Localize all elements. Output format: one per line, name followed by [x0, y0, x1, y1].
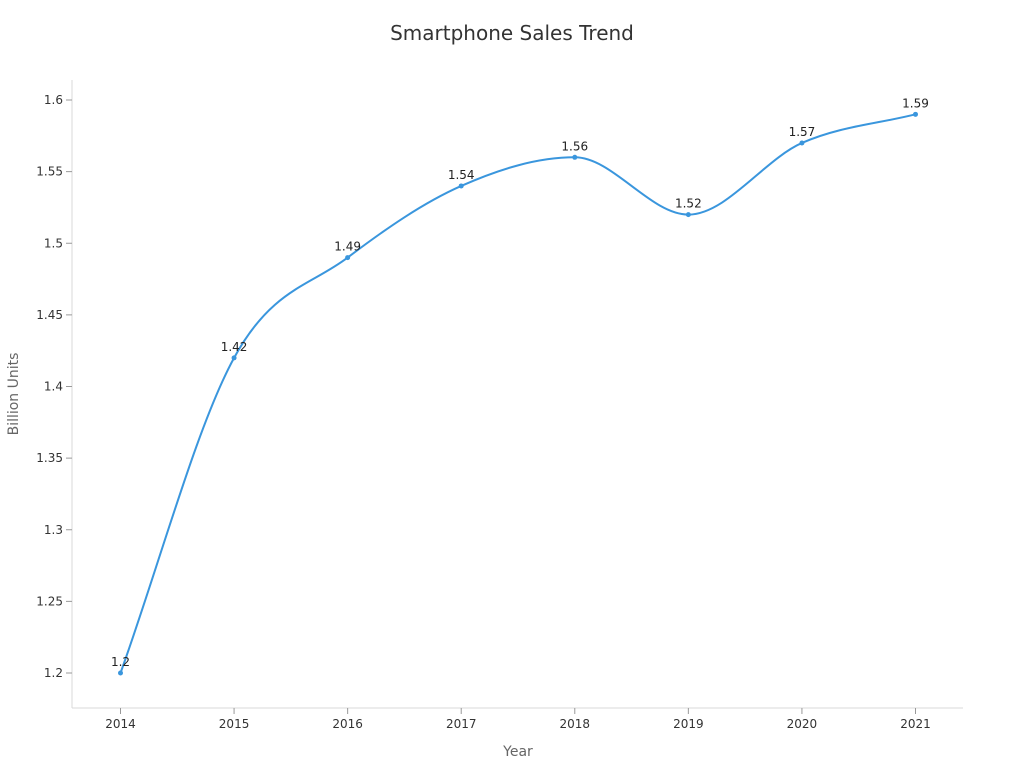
data-label: 1.56: [561, 139, 588, 153]
y-tick-label: 1.55: [36, 165, 63, 179]
y-tick-label: 1.2: [44, 666, 63, 680]
y-tick-label: 1.5: [44, 236, 63, 250]
y-tick-label: 1.25: [36, 594, 63, 608]
y-axis-title: Billion Units: [6, 353, 22, 436]
data-point: [799, 140, 805, 146]
x-tick-label: 2018: [560, 717, 591, 731]
series-layer: [118, 111, 918, 676]
y-tick-label: 1.35: [36, 451, 63, 465]
x-tick-label: 2015: [219, 717, 250, 731]
x-tick-label: 2017: [446, 717, 477, 731]
data-labels: 1.2 1.42 1.49 1.54 1.56 1.52 1.57 1.59: [111, 96, 929, 669]
data-point: [572, 154, 578, 160]
data-point: [685, 212, 691, 218]
data-label: 1.54: [448, 168, 475, 182]
y-axis-ticks: 1.2 1.25 1.3 1.35 1.4 1.45 1.5 1.55 1.6: [36, 93, 72, 680]
data-label: 1.59: [902, 96, 929, 110]
y-tick-label: 1.6: [44, 93, 63, 107]
data-label: 1.57: [789, 125, 816, 139]
data-point: [118, 670, 123, 676]
x-axis-ticks: 2014 2015 2016 2017 2018 2019 2020 2021: [105, 708, 931, 731]
data-label: 1.2: [111, 655, 130, 669]
data-label: 1.42: [221, 340, 248, 354]
y-tick-label: 1.45: [36, 308, 63, 322]
y-tick-label: 1.4: [44, 380, 63, 394]
x-tick-label: 2021: [900, 717, 931, 731]
x-tick-label: 2019: [673, 717, 704, 731]
x-tick-label: 2020: [787, 717, 818, 731]
series-line: [119, 113, 916, 674]
data-point: [231, 355, 237, 361]
data-label: 1.52: [675, 197, 702, 211]
data-point: [913, 111, 918, 117]
data-point: [458, 183, 464, 189]
chart-title: Smartphone Sales Trend: [390, 21, 634, 45]
data-label: 1.49: [334, 240, 361, 254]
data-point: [345, 255, 351, 261]
y-tick-label: 1.3: [44, 523, 63, 537]
x-tick-label: 2014: [105, 717, 136, 731]
x-tick-label: 2016: [332, 717, 363, 731]
x-axis-title: Year: [502, 744, 533, 760]
